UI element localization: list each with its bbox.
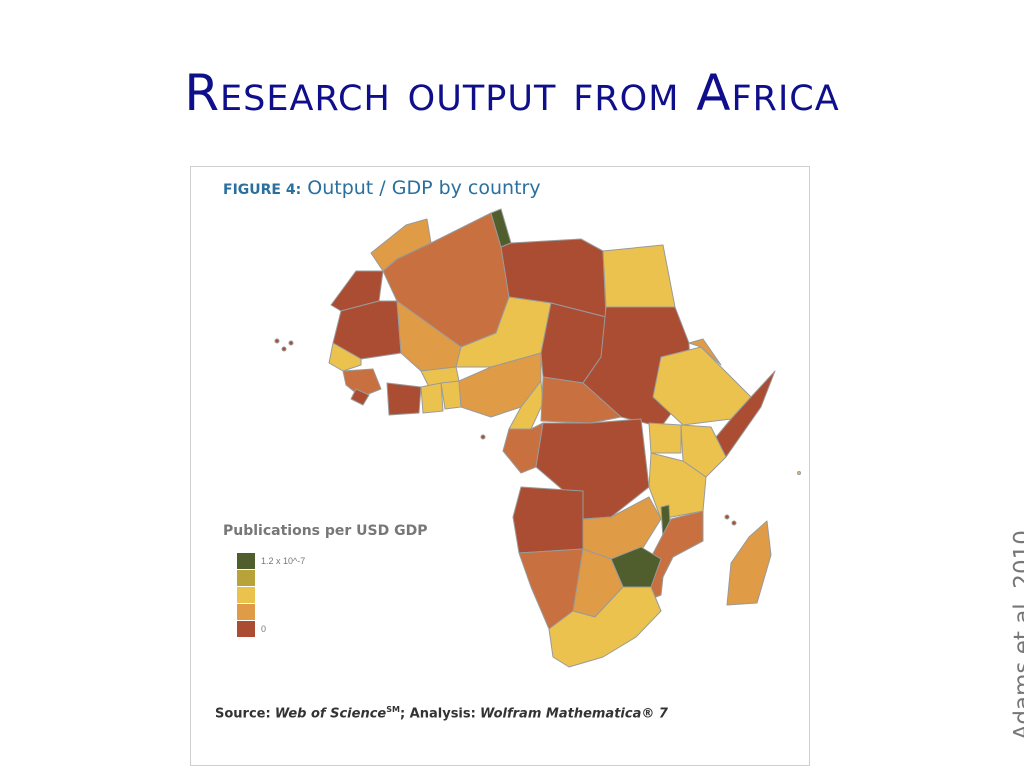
map-country-madagascar — [726, 520, 772, 606]
map-country-togo-benin — [440, 380, 462, 410]
legend-max-label: 1.2 x 10^-7 — [261, 556, 306, 566]
map-island-cape-verde — [288, 340, 294, 346]
map-island-seychelles — [797, 471, 801, 475]
map-island-cape-verde — [281, 346, 287, 352]
figure-title: FIGURE 4: Output / GDP by country — [223, 177, 541, 199]
africa-map — [274, 208, 801, 668]
legend-swatch-2 — [237, 570, 255, 586]
map-country-angola — [512, 486, 584, 554]
map-country-uganda — [648, 422, 682, 454]
legend-min-label: 0 — [261, 624, 267, 634]
map-country-sierra-leone — [350, 388, 370, 406]
legend-swatch-5 — [237, 621, 255, 637]
analysis-tool: Wolfram Mathematica® 7 — [479, 706, 668, 722]
figure-panel: FIGURE 4: Output / GDP by country — [190, 166, 810, 766]
figure-label: FIGURE 4: — [223, 182, 302, 198]
map-country-cote-divoire — [386, 382, 422, 416]
map-country-cameroon — [508, 380, 544, 430]
map-country-ghana — [420, 382, 444, 414]
map-country-eritrea — [688, 338, 722, 366]
map-island-comoros — [724, 514, 730, 520]
map-country-guinea — [342, 368, 382, 398]
legend-swatch-3 — [237, 587, 255, 603]
map-country-car — [540, 376, 622, 424]
legend-swatch-4 — [237, 604, 255, 620]
source-name: Web of Science — [274, 706, 387, 722]
figure-title-text: Output / GDP by country — [307, 177, 541, 199]
analysis-label: ; Analysis: — [399, 706, 476, 722]
source-line: Source: Web of ScienceSM; Analysis: Wolf… — [215, 705, 668, 721]
map-country-egypt — [602, 244, 676, 308]
map-country-south-africa — [548, 586, 662, 668]
map-country-kenya — [680, 424, 727, 478]
map-island-sao-tome — [480, 434, 486, 440]
map-island-comoros — [731, 520, 737, 526]
slide-title: Research output from Africa — [184, 64, 840, 122]
map-island-cape-verde — [274, 338, 280, 344]
map-country-senegal — [328, 342, 362, 372]
source-label: Source: — [215, 706, 271, 722]
legend-title: Publications per USD GDP — [223, 523, 428, 539]
citation: Adams et al, 2010 — [1010, 530, 1024, 740]
legend-swatch-1 — [237, 553, 255, 569]
source-superscript: SM — [386, 705, 400, 714]
